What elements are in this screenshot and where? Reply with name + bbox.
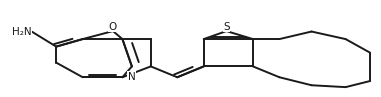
Text: N: N: [128, 72, 136, 82]
Text: H₂N: H₂N: [12, 27, 32, 37]
Text: S: S: [223, 22, 230, 32]
Text: O: O: [109, 22, 117, 32]
